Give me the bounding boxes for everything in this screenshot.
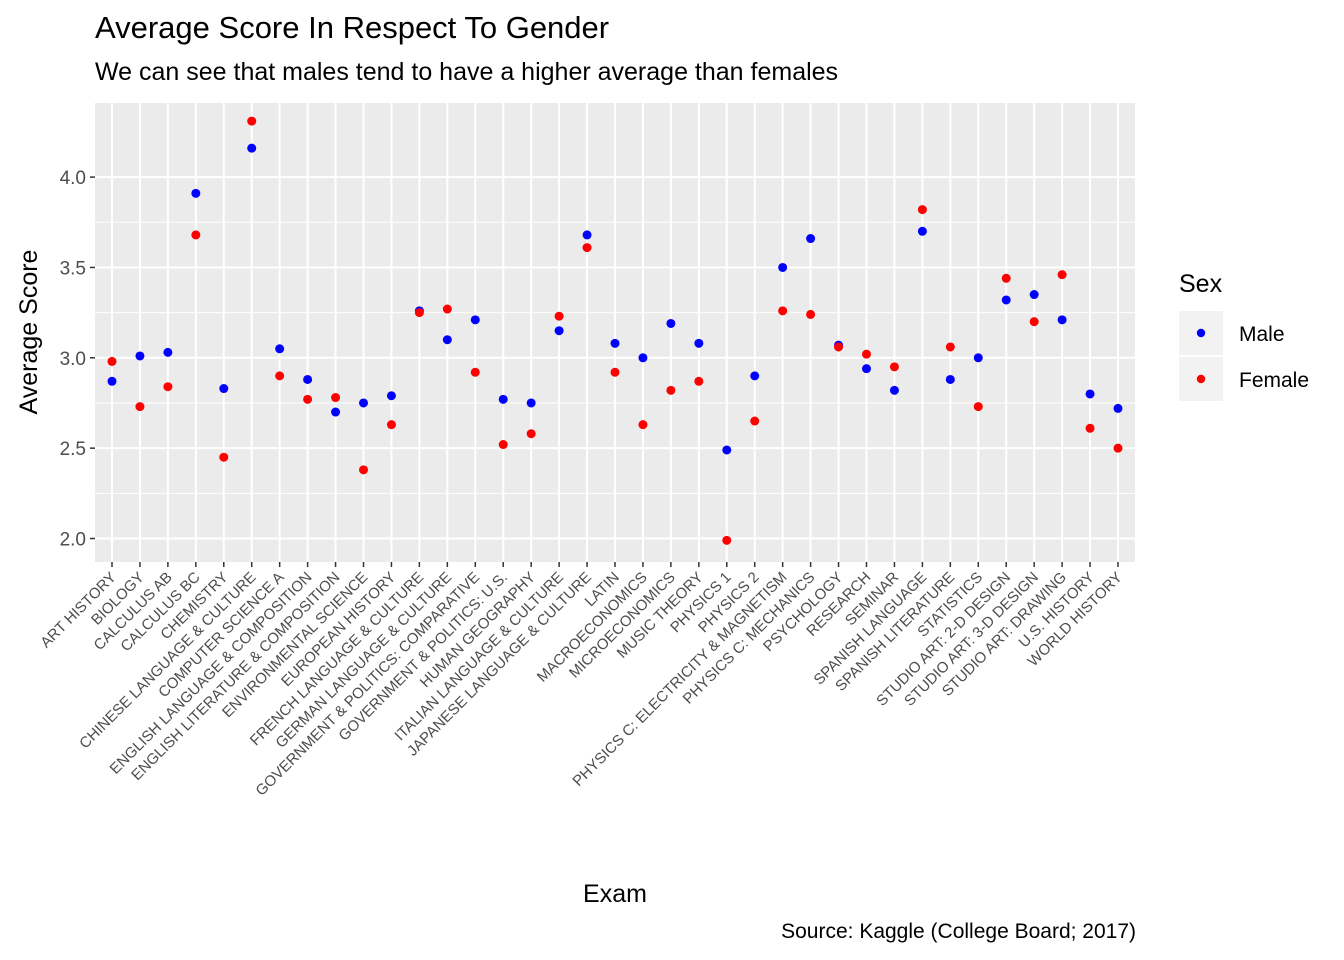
point-female <box>945 342 955 352</box>
point-female <box>498 440 508 450</box>
point-male <box>247 143 257 153</box>
point-female <box>219 452 229 462</box>
point-male <box>219 384 229 394</box>
chart-caption: Source: Kaggle (College Board; 2017) <box>781 920 1136 943</box>
point-male <box>945 374 955 384</box>
point-female <box>470 367 480 377</box>
point-female <box>862 349 871 359</box>
point-male <box>1113 403 1123 413</box>
point-female <box>806 309 816 319</box>
point-male <box>1029 290 1039 300</box>
point-male <box>331 407 341 417</box>
point-female <box>359 465 368 475</box>
point-female <box>554 311 564 321</box>
point-male <box>722 445 732 455</box>
x-axis-title: Exam <box>583 880 647 908</box>
legend: Sex Male Female <box>1179 270 1309 401</box>
chart-title: Average Score In Respect To Gender <box>95 10 610 45</box>
point-male <box>442 335 452 345</box>
point-male <box>554 326 564 336</box>
point-female <box>917 205 927 215</box>
chart-subtitle: We can see that males tend to have a hig… <box>95 58 839 86</box>
point-female <box>722 535 732 545</box>
point-male <box>862 364 871 374</box>
point-female <box>275 371 285 381</box>
y-tick-label: 4.0 <box>60 168 86 189</box>
point-female <box>1029 317 1039 327</box>
point-female <box>107 356 117 366</box>
point-male <box>470 315 480 325</box>
point-female <box>526 429 536 439</box>
point-female <box>638 420 648 430</box>
point-male <box>107 376 117 386</box>
point-male <box>638 353 648 363</box>
point-female <box>750 416 760 426</box>
point-male <box>694 338 704 348</box>
point-male <box>750 371 760 381</box>
point-male <box>135 351 145 361</box>
point-female <box>414 308 424 318</box>
point-male <box>889 385 899 395</box>
point-female <box>247 116 257 126</box>
point-male <box>498 394 508 404</box>
y-axis-title: Average Score <box>15 250 43 415</box>
point-male <box>1057 315 1067 325</box>
point-female <box>778 306 788 316</box>
point-female <box>1001 273 1011 283</box>
point-male <box>1085 389 1095 399</box>
point-male <box>610 338 620 348</box>
point-female <box>666 385 676 395</box>
point-male <box>778 262 788 272</box>
point-male <box>666 318 676 328</box>
y-axis: 2.0 2.5 3.0 3.5 4.0 <box>60 168 95 551</box>
point-male <box>303 374 313 384</box>
point-female <box>1057 270 1067 280</box>
y-tick-label: 2.0 <box>60 530 86 551</box>
point-female <box>331 393 341 403</box>
y-tick-label: 3.5 <box>60 258 86 279</box>
point-male <box>806 234 816 244</box>
point-female <box>1085 423 1095 433</box>
point-female <box>834 342 844 352</box>
point-female <box>386 420 396 430</box>
point-female <box>163 382 173 392</box>
point-male <box>917 226 927 236</box>
point-female <box>303 394 313 404</box>
point-male <box>973 353 983 363</box>
point-female <box>191 230 201 240</box>
y-tick-label: 2.5 <box>60 439 86 460</box>
grid-major <box>95 103 1135 562</box>
point-female <box>889 362 899 372</box>
point-female <box>582 243 592 253</box>
point-male <box>275 344 285 354</box>
point-male <box>163 347 173 357</box>
point-female <box>442 304 452 314</box>
y-tick-label: 3.0 <box>60 349 86 370</box>
point-male <box>191 188 201 198</box>
point-female <box>694 376 704 386</box>
legend-label-female: Female <box>1239 369 1309 392</box>
point-female <box>973 402 983 412</box>
point-male <box>359 398 368 408</box>
point-female <box>1113 443 1123 453</box>
point-male <box>582 230 592 240</box>
point-male <box>386 391 396 401</box>
legend-title: Sex <box>1179 270 1223 298</box>
point-female <box>610 367 620 377</box>
legend-key-female <box>1196 374 1206 384</box>
point-male <box>1001 295 1011 305</box>
point-male <box>526 398 536 408</box>
point-female <box>135 402 145 412</box>
legend-key-male <box>1196 328 1206 338</box>
legend-label-male: Male <box>1239 323 1285 346</box>
data-points <box>107 116 1123 545</box>
